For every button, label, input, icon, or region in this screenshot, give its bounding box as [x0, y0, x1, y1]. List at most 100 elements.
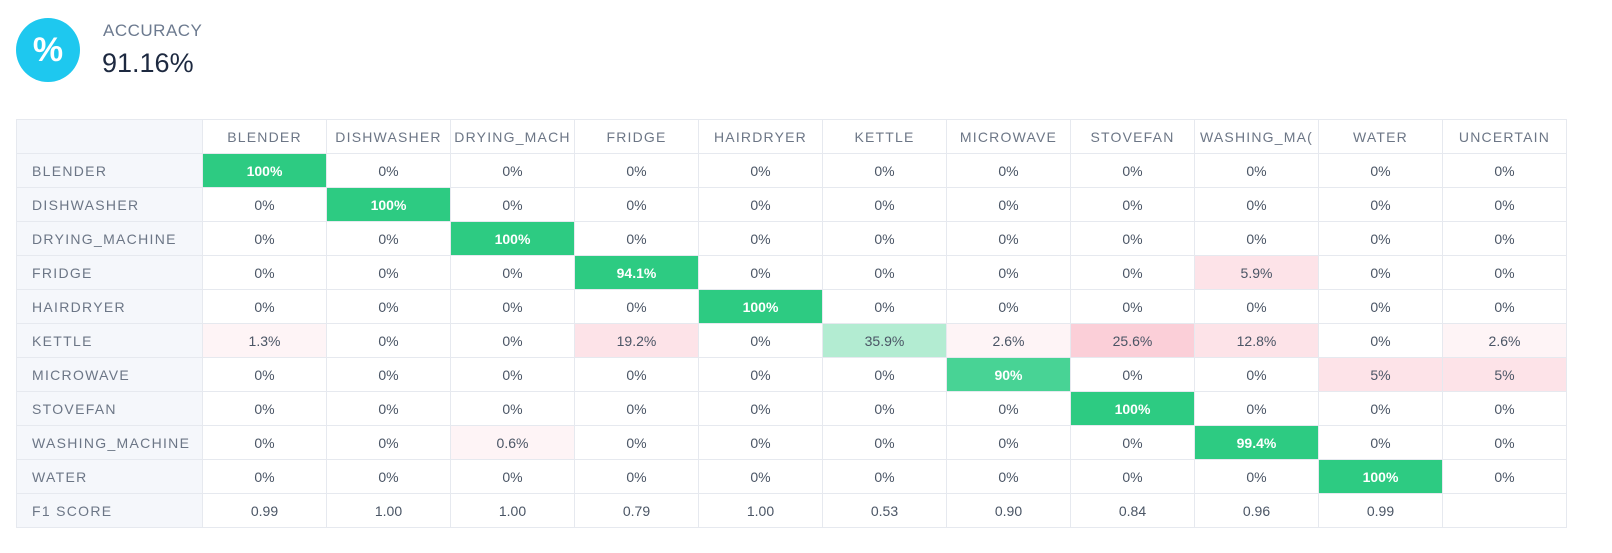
matrix-cell: 100%: [1318, 459, 1443, 494]
matrix-row-stovefan: STOVEFAN 0% 0% 0% 0% 0% 0% 0% 100% 0% 0% 0%: [16, 391, 1567, 426]
matrix-cell: 5%: [1318, 357, 1443, 392]
matrix-cell: 0%: [1442, 221, 1567, 256]
matrix-cell: 0%: [698, 255, 823, 290]
f1-score-cell: 0.53: [822, 493, 947, 528]
matrix-cell: 0%: [450, 323, 575, 358]
matrix-cell: 0.6%: [450, 425, 575, 460]
matrix-cell: 0%: [574, 425, 699, 460]
matrix-cell: 0%: [326, 255, 451, 290]
matrix-cell: 0%: [698, 459, 823, 494]
matrix-cell: 0%: [574, 391, 699, 426]
matrix-cell: 0%: [1442, 391, 1567, 426]
row-header-washing-machine: WASHING_MACHINE: [16, 425, 203, 460]
matrix-cell: 2.6%: [1442, 323, 1567, 358]
matrix-cell: 0%: [574, 289, 699, 324]
matrix-cell: 0%: [202, 357, 327, 392]
matrix-cell: 0%: [450, 459, 575, 494]
matrix-cell: 0%: [574, 187, 699, 222]
f1-score-cell: 0.79: [574, 493, 699, 528]
row-header-water: WATER: [16, 459, 203, 494]
matrix-cell: 0%: [1194, 357, 1319, 392]
matrix-cell: 0%: [202, 289, 327, 324]
row-header-stovefan: STOVEFAN: [16, 391, 203, 426]
matrix-cell: 0%: [946, 187, 1071, 222]
column-header-uncertain: UNCERTAIN: [1442, 119, 1567, 154]
matrix-cell: 0%: [202, 255, 327, 290]
matrix-cell: 0%: [1194, 391, 1319, 426]
matrix-cell: 0%: [1442, 153, 1567, 188]
matrix-cell: 0%: [822, 153, 947, 188]
row-header-kettle: KETTLE: [16, 323, 203, 358]
column-header-stovefan: STOVEFAN: [1070, 119, 1195, 154]
row-header-dishwasher: DISHWASHER: [16, 187, 203, 222]
matrix-cell: 0%: [698, 391, 823, 426]
column-header-drying-mach: DRYING_MACH: [450, 119, 575, 154]
matrix-cell: 0%: [450, 153, 575, 188]
matrix-cell: 0%: [698, 425, 823, 460]
column-header-kettle: KETTLE: [822, 119, 947, 154]
matrix-cell: 100%: [1070, 391, 1195, 426]
matrix-cell: 0%: [450, 289, 575, 324]
matrix-row-dishwasher: DISHWASHER 0% 100% 0% 0% 0% 0% 0% 0% 0% 0% 0%: [16, 187, 1567, 222]
matrix-cell: 0%: [326, 153, 451, 188]
matrix-cell: 0%: [574, 357, 699, 392]
matrix-cell: 0%: [202, 459, 327, 494]
matrix-cell: 0%: [202, 187, 327, 222]
matrix-cell: 0%: [822, 289, 947, 324]
matrix-cell: 0%: [1318, 289, 1443, 324]
matrix-cell: 0%: [1070, 425, 1195, 460]
matrix-cell: 0%: [1070, 289, 1195, 324]
matrix-cell: 0%: [450, 357, 575, 392]
f1-score-cell: 1.00: [326, 493, 451, 528]
row-header-fridge: FRIDGE: [16, 255, 203, 290]
matrix-cell: 0%: [1318, 153, 1443, 188]
f1-score-cell: [1442, 493, 1567, 528]
column-header-water: WATER: [1318, 119, 1443, 154]
matrix-row-drying-machine: DRYING_MACHINE 0% 0% 100% 0% 0% 0% 0% 0% 0% 0% 0%: [16, 221, 1567, 256]
matrix-cell: 0%: [450, 391, 575, 426]
row-header-f1-score: F1 SCORE: [16, 493, 203, 528]
corner-cell: [16, 119, 203, 154]
row-header-microwave: MICROWAVE: [16, 357, 203, 392]
matrix-cell: 0%: [202, 425, 327, 460]
matrix-cell: 19.2%: [574, 323, 699, 358]
matrix-cell: 0%: [946, 289, 1071, 324]
matrix-cell: 0%: [1442, 425, 1567, 460]
matrix-cell: 0%: [1442, 255, 1567, 290]
matrix-cell: 0%: [574, 153, 699, 188]
matrix-cell: 5.9%: [1194, 255, 1319, 290]
matrix-cell: 0%: [1194, 187, 1319, 222]
matrix-cell: 0%: [1318, 221, 1443, 256]
matrix-cell: 0%: [1442, 187, 1567, 222]
row-header-drying-machine: DRYING_MACHINE: [16, 221, 203, 256]
matrix-cell: 0%: [1070, 459, 1195, 494]
matrix-cell: 1.3%: [202, 323, 327, 358]
matrix-cell: 100%: [326, 187, 451, 222]
matrix-cell: 25.6%: [1070, 323, 1195, 358]
matrix-cell: 0%: [698, 153, 823, 188]
accuracy-label: ACCURACY: [103, 21, 203, 40]
f1-score-cell: 0.99: [202, 493, 327, 528]
matrix-cell: 5%: [1442, 357, 1567, 392]
matrix-cell: 0%: [326, 391, 451, 426]
matrix-cell: 0%: [1318, 425, 1443, 460]
column-header-hairdryer: HAIRDRYER: [698, 119, 823, 154]
matrix-row-blender: BLENDER 100% 0% 0% 0% 0% 0% 0% 0% 0% 0% 0%: [16, 153, 1567, 188]
matrix-cell: 0%: [1318, 323, 1443, 358]
f1-score-cell: 0.90: [946, 493, 1071, 528]
matrix-cell: 0%: [326, 357, 451, 392]
matrix-cell: 0%: [822, 459, 947, 494]
matrix-cell: 0%: [202, 391, 327, 426]
matrix-cell: 0%: [574, 221, 699, 256]
matrix-cell: 0%: [698, 187, 823, 222]
column-header-fridge: FRIDGE: [574, 119, 699, 154]
matrix-cell: 0%: [1194, 289, 1319, 324]
matrix-cell: 0%: [698, 221, 823, 256]
matrix-cell: 0%: [698, 323, 823, 358]
matrix-cell: 0%: [1318, 187, 1443, 222]
matrix-cell: 0%: [1070, 221, 1195, 256]
matrix-cell: 0%: [1318, 255, 1443, 290]
matrix-row-water: WATER 0% 0% 0% 0% 0% 0% 0% 0% 0% 100% 0%: [16, 459, 1567, 494]
matrix-cell: 0%: [946, 391, 1071, 426]
matrix-cell: 0%: [946, 153, 1071, 188]
